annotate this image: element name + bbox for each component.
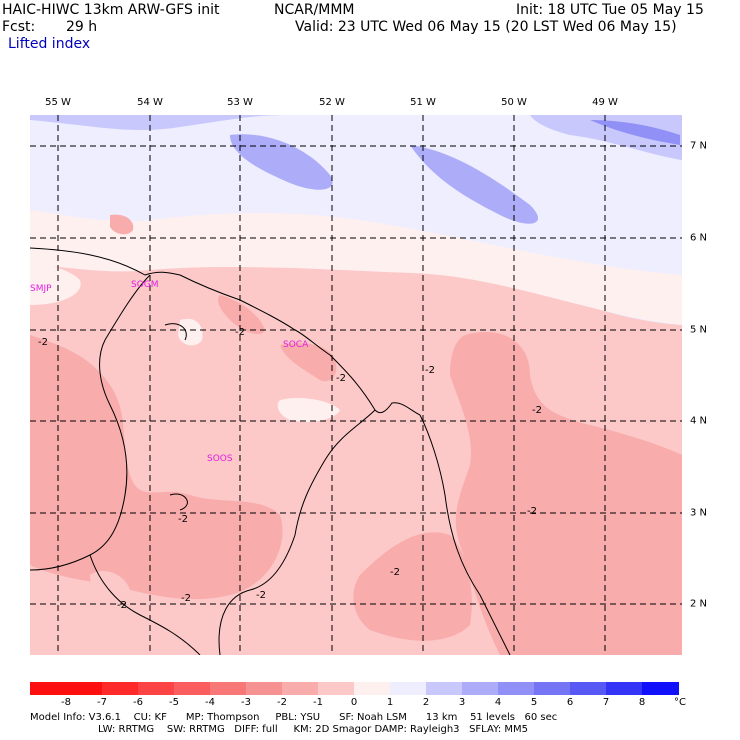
contour-label: -2	[38, 337, 48, 348]
colorbar-cell	[210, 682, 247, 695]
forecast-label: Fcst:	[2, 19, 36, 35]
negative-li-area-coast	[280, 343, 337, 382]
colorbar-cell	[246, 682, 283, 695]
org-label: NCAR/MMM	[274, 2, 355, 18]
colorbar-cell	[138, 682, 175, 695]
colorbar-tick-label: -4	[205, 697, 215, 708]
lifted-index-map	[30, 115, 682, 655]
colorbar-cell	[606, 682, 643, 695]
colorbar-cell	[570, 682, 607, 695]
colorbar-tick-label: -1	[313, 697, 323, 708]
lat-label-7n: 7 N	[690, 140, 708, 152]
colorbar-tick-label: 4	[494, 697, 502, 708]
negative-li-area-south	[353, 532, 472, 641]
positive-li-band-east2	[590, 120, 680, 145]
colorbar-tick-label: 1	[386, 697, 394, 708]
valid-time: Valid: 23 UTC Wed 06 May 15 (20 LST Wed …	[295, 19, 677, 35]
colorbar-tick-label: 8	[638, 697, 646, 708]
contour-label: -2	[527, 506, 537, 517]
colorbar-cell	[426, 682, 463, 695]
lon-label-53w: 53 W	[227, 97, 253, 108]
contours	[164, 323, 188, 511]
colorbar-cell	[30, 682, 67, 695]
model-info-line2: LW: RRTMG SW: RRTMG DIFF: full KM: 2D Sm…	[98, 724, 528, 735]
contour-label: -2	[425, 365, 435, 376]
colorbar-cell	[462, 682, 499, 695]
negative-li-area-southwest	[30, 335, 283, 600]
forecast-hours: 29 h	[66, 19, 98, 35]
field-name: Lifted index	[8, 36, 91, 52]
colorbar-cell	[318, 682, 355, 695]
colorbar-tick-label: 3	[458, 697, 466, 708]
lon-label-50w: 50 W	[501, 97, 527, 108]
station-sogm: SOGM	[131, 280, 159, 290]
colorbar-cell	[534, 682, 571, 695]
colorbar-cell	[390, 682, 427, 695]
contour-small-1	[164, 323, 187, 341]
colorbar-tick-label: 6	[566, 697, 574, 708]
contour-label: -2	[532, 405, 542, 416]
contour-label: -2	[390, 567, 400, 578]
lon-label-54w: 54 W	[137, 97, 163, 108]
neutral-patch-inland2	[277, 398, 340, 422]
near-zero-band	[30, 210, 682, 325]
colorbar-unit: °C	[674, 697, 686, 708]
contour-label: -2	[336, 373, 346, 384]
colorbar-tick-label: -6	[133, 697, 143, 708]
graticule	[30, 115, 682, 655]
colorbar-tick-label: 7	[602, 697, 610, 708]
colorbar-tick-label: -3	[241, 697, 251, 708]
colorbar-tick-label: -5	[169, 697, 179, 708]
colorbar-tick-label: 0	[350, 697, 358, 708]
coastline-borders	[30, 247, 511, 655]
neutral-patch-south	[90, 570, 130, 606]
contour-label: -2	[181, 593, 191, 604]
lon-label-55w: 55 W	[45, 97, 71, 108]
model-info-line1: Model Info: V3.6.1 CU: KF MP: Thompson P…	[30, 712, 558, 723]
colorbar-tick-label: -8	[61, 697, 71, 708]
contour-label: -2	[117, 600, 127, 611]
lat-label-5n: 5 N	[690, 324, 708, 336]
station-soca: SOCA	[283, 340, 309, 350]
lon-label-52w: 52 W	[319, 97, 345, 108]
model-title: HAIC-HIWC 13km ARW-GFS init	[2, 2, 220, 18]
lat-label-2n: 2 N	[690, 598, 708, 610]
contour-small-2	[169, 493, 188, 511]
border-french-guiana-brazil	[419, 414, 511, 655]
station-soos: SOOS	[207, 454, 233, 464]
coastline	[30, 247, 421, 416]
negative-li-area-east	[450, 331, 682, 655]
lat-label-6n: 6 N	[690, 232, 708, 244]
colorbar-cell	[102, 682, 139, 695]
colorbar-tick-label: -2	[277, 697, 287, 708]
lat-label-3n: 3 N	[690, 507, 708, 519]
positive-li-band-center	[230, 134, 333, 190]
colorbar-cell	[282, 682, 319, 695]
colorbar-cell	[66, 682, 103, 695]
contour-label: -2	[178, 514, 188, 525]
lon-label-49w: 49 W	[592, 97, 618, 108]
colorbar-tick-label: -7	[97, 697, 107, 708]
contour-label: -2	[256, 590, 266, 601]
lat-label-4n: 4 N	[690, 415, 708, 427]
colorbar-cell	[642, 682, 679, 695]
colorbar-tick-label: 5	[530, 697, 538, 708]
negative-li-area-small	[110, 214, 134, 235]
neutral-patch-inland	[178, 318, 203, 346]
river-south-west	[89, 554, 201, 655]
positive-li-band-center2	[410, 145, 539, 224]
border-suriname-french-guiana	[218, 409, 376, 655]
colorbar-cell	[354, 682, 391, 695]
positive-li-band-west	[30, 115, 290, 130]
station-smjp: SMJP	[30, 284, 52, 294]
contour-label: -2	[235, 327, 245, 338]
lon-label-51w: 51 W	[410, 97, 436, 108]
negative-li-area-guyana	[218, 295, 265, 335]
colorbar-cell	[174, 682, 211, 695]
neutral-patch-west	[30, 260, 81, 305]
init-time: Init: 18 UTC Tue 05 May 15	[516, 2, 704, 18]
colorbar-cell	[498, 682, 535, 695]
colorbar-tick-label: 2	[422, 697, 430, 708]
